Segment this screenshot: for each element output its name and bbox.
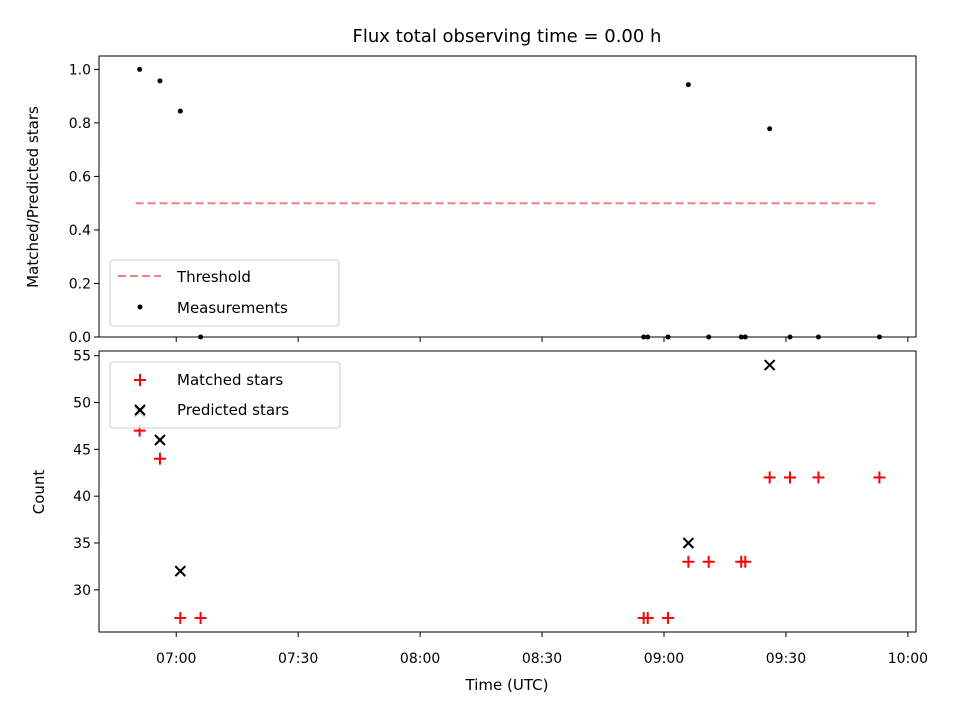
bottom-y-tick-label: 40 [73, 489, 91, 505]
x-tick-label: 09:30 [766, 651, 806, 667]
x-tick-label: 07:00 [156, 651, 196, 667]
top-y-tick-label: 0.2 [69, 276, 91, 292]
matched-star-point [873, 471, 886, 484]
x-tick-label: 09:00 [644, 651, 684, 667]
legend-predicted-label: Predicted stars [177, 401, 289, 419]
top-legend: Threshold Measurements [109, 259, 340, 327]
measurement-point [137, 66, 143, 72]
measurement-point [177, 108, 183, 114]
x-tick-label: 08:00 [400, 651, 440, 667]
bottom-legend-box [109, 361, 341, 429]
bottom-panel: 30 35 40 45 50 55 07:00 07:30 08:00 08:30 09:00 09… [30, 349, 928, 694]
matched-star-point [783, 471, 796, 484]
bottom-y-tick-label: 35 [73, 536, 91, 552]
bottom-plot-frame [98, 350, 917, 633]
bottom-y-tick-label: 50 [73, 396, 91, 412]
matched-star-point [174, 611, 187, 624]
top-y-tick-label: 1.0 [69, 62, 91, 78]
matched-star-point [763, 471, 776, 484]
predicted-star-point [682, 537, 695, 549]
x-tick-label: 08:30 [522, 651, 562, 667]
bottom-y-tick-label: 45 [73, 442, 91, 458]
measurement-point [767, 126, 773, 132]
predicted-x-b [682, 537, 695, 549]
legend-measurements-label: Measurements [177, 299, 288, 317]
bottom-y-tick-label: 30 [73, 583, 91, 599]
predicted-star-point [174, 565, 187, 577]
predicted-x-b [763, 359, 776, 371]
matched-star-point [682, 555, 695, 568]
top-legend-box [109, 259, 340, 327]
predicted-star-point [763, 359, 776, 371]
matched-star-point [153, 452, 166, 465]
predicted-star-point [154, 434, 166, 446]
top-y-tick-label: 0.0 [69, 330, 91, 346]
predicted-x-b [174, 565, 187, 577]
matched-star-point [739, 555, 752, 568]
bottom-y-tick-label: 55 [73, 349, 91, 365]
top-x-ticks [175, 337, 909, 342]
matched-star-point [641, 611, 654, 624]
bottom-legend: Matched stars Predicted stars [109, 361, 341, 429]
matched-star-point [662, 611, 675, 624]
top-y-tick-label: 0.6 [69, 169, 91, 185]
top-marks [135, 66, 882, 340]
matched-star-point [812, 471, 825, 484]
top-y-axis: 0.0 0.2 0.4 0.6 0.8 1.0 [69, 62, 99, 346]
top-panel: 0.0 0.2 0.4 0.6 0.8 1.0 Matched/Predicted sta… [24, 55, 917, 346]
bottom-y-axis: 30 35 40 45 50 55 [73, 349, 99, 599]
predicted-x-b [154, 434, 166, 446]
top-y-axis-label: Matched/Predicted stars [24, 106, 42, 288]
legend-predicted-swatch [134, 404, 146, 416]
chart-title: Flux total observing time = 0.00 h [353, 26, 662, 47]
x-tick-label: 10:00 [888, 651, 928, 667]
matched-star-point [194, 611, 207, 624]
x-axis-label: Time (UTC) [465, 676, 549, 694]
bottom-y-axis-label: Count [30, 470, 48, 515]
legend-threshold-label: Threshold [176, 268, 251, 286]
top-plot-frame [98, 55, 917, 338]
bottom-x-axis: 07:00 07:30 08:00 08:30 09:00 09:30 10:00 [156, 632, 928, 667]
legend-matched-swatch [134, 374, 146, 386]
measurement-point [685, 82, 691, 88]
legend-measurements-swatch [137, 304, 143, 310]
top-y-tick-label: 0.8 [69, 116, 91, 132]
measurement-point [157, 78, 163, 84]
matched-star-point [702, 555, 715, 568]
top-y-tick-label: 0.4 [69, 223, 91, 239]
x-tick-label: 07:30 [278, 651, 318, 667]
legend-matched-label: Matched stars [177, 371, 283, 389]
